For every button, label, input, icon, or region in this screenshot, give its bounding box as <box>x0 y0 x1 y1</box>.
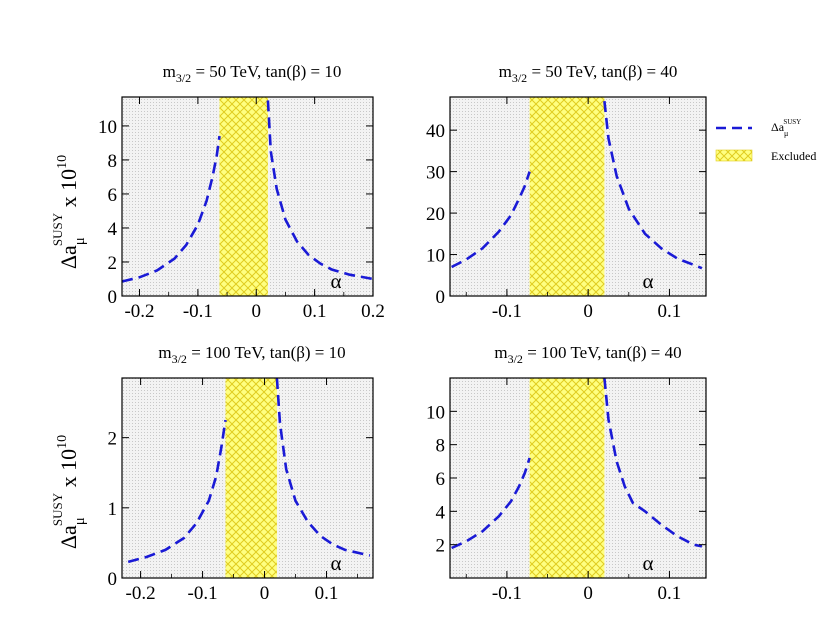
y-tick-label: 2 <box>108 429 118 450</box>
excluded-region <box>225 378 277 578</box>
y-tick-label: 2 <box>108 253 118 274</box>
y-axis-label-bottom: ΔaμSUSY x 1010 <box>50 435 88 549</box>
x-tick-label: 0 <box>252 301 262 322</box>
x-axis-label: α <box>642 269 653 293</box>
y-tick-label: 6 <box>108 185 118 206</box>
series-line-left <box>121 135 221 283</box>
series-line-right <box>603 377 703 548</box>
panel-bottom-right: -0.1 0 0.1 2 4 6 8 10 m3/2 = 100 TeV, tan(β) = 4… <box>426 343 707 604</box>
y-tick-label: 10 <box>426 246 445 267</box>
x-tick-label: 0.1 <box>658 583 682 604</box>
x-tick-label: -0.2 <box>124 301 154 322</box>
x-tick-label: -0.1 <box>188 583 218 604</box>
x-tick-label: 0 <box>583 583 593 604</box>
series-line-left <box>451 457 531 550</box>
x-tick-label: 0.1 <box>658 301 682 322</box>
legend-line-label: ΔaμSUSY <box>771 118 801 138</box>
panel-title: m3/2 = 50 TeV, tan(β) = 40 <box>499 62 678 85</box>
y-tick-label: 0 <box>108 287 118 308</box>
legend: ΔaμSUSY Excluded <box>715 118 816 163</box>
y-tick-label: 2 <box>436 536 446 557</box>
x-tick-label: -0.2 <box>126 583 156 604</box>
series-line-left <box>451 171 531 269</box>
y-tick-label: 4 <box>108 219 118 240</box>
x-tick-label: 0.2 <box>361 301 385 322</box>
x-tick-label: 0 <box>260 583 270 604</box>
legend-excluded-swatch <box>715 149 753 162</box>
panel-title: m3/2 = 50 TeV, tan(β) = 10 <box>163 62 342 85</box>
panel-title: m3/2 = 100 TeV, tan(β) = 10 <box>158 343 345 366</box>
y-tick-label: 6 <box>436 469 446 490</box>
y-tick-label: 40 <box>426 121 445 142</box>
y-tick-label: 0 <box>436 287 446 308</box>
y-tick-label: 10 <box>426 402 445 423</box>
series-line-left <box>127 419 227 564</box>
excluded-region <box>219 97 268 296</box>
svg-text:ΔaμSUSY x 1010: ΔaμSUSY x 1010 <box>50 155 88 269</box>
x-axis-label: α <box>642 551 653 575</box>
x-tick-label: 0 <box>583 301 593 322</box>
panel-title: m3/2 = 100 TeV, tan(β) = 40 <box>494 343 681 366</box>
x-axis-label: α <box>330 269 341 293</box>
y-tick-label: 8 <box>108 151 118 172</box>
x-tick-label: -0.1 <box>492 301 522 322</box>
y-tick-label: 1 <box>108 499 118 520</box>
series-line-right <box>275 377 371 557</box>
y-tick-label: 20 <box>426 204 445 225</box>
y-axis-label-top: ΔaμSUSY x 1010 <box>50 155 88 269</box>
legend-excluded-label: Excluded <box>771 149 816 163</box>
y-tick-label: 4 <box>436 502 446 523</box>
plot-frame <box>121 96 374 297</box>
svg-text:ΔaμSUSY x 1010: ΔaμSUSY x 1010 <box>50 435 88 549</box>
excluded-region <box>529 97 605 296</box>
x-tick-label: 0.1 <box>315 583 339 604</box>
plot-frame <box>121 377 374 579</box>
x-tick-label: -0.1 <box>183 301 213 322</box>
x-tick-label: -0.1 <box>492 583 522 604</box>
y-tick-label: 10 <box>98 117 117 138</box>
y-tick-label: 0 <box>108 569 118 590</box>
y-tick-label: 30 <box>426 163 445 184</box>
x-tick-label: 0.1 <box>303 301 327 322</box>
panel-bottom-left: -0.2 -0.1 0 0.1 0 1 2 m3/2 = 100 TeV, tan(β) = … <box>108 343 374 604</box>
plot-frame <box>449 96 707 297</box>
series-line-right <box>266 100 374 281</box>
series-line-right <box>603 100 703 270</box>
y-tick-label: 8 <box>436 436 446 457</box>
x-axis-label: α <box>330 551 341 575</box>
panel-top-right: -0.1 0 0.1 0 10 20 30 40 m3/2 = 50 TeV, tan(β) =… <box>426 62 707 322</box>
excluded-region <box>529 378 605 578</box>
panel-top-left: -0.2 -0.1 0 0.1 0.2 0 2 4 6 8 10 m3/2 = 50 TeV, tan… <box>98 62 385 322</box>
